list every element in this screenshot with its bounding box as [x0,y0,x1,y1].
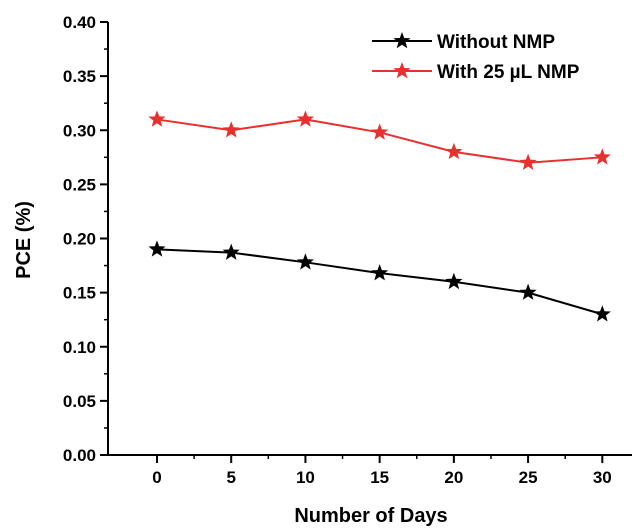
data-point-star [593,305,611,322]
x-tick-label: 10 [296,468,315,487]
data-point-star [296,253,314,270]
series-0 [148,240,611,322]
data-point-star [519,283,537,300]
x-tick-label: 0 [152,468,161,487]
legend: Without NMP With 25 µL NMP [372,32,580,83]
plot-area [107,22,632,456]
y-axis-ticks: 0.00 0.05 0.10 0.15 0.20 0.25 0.30 0.35 0.40 [63,13,108,465]
series-1 [148,110,611,171]
x-axis-title: Number of Days [294,505,447,527]
x-tick-label: 15 [370,468,389,487]
x-tick-label: 30 [593,468,612,487]
series-line [156,248,603,316]
legend-star-icon [393,62,411,79]
data-series [148,110,611,322]
y-tick-label: 0.05 [63,392,96,411]
data-point-star [222,121,240,138]
y-axis-title: PCE (%) [13,201,35,279]
y-tick-label: 0.30 [63,121,96,140]
data-point-star [593,148,611,165]
y-tick-label: 0.40 [63,13,96,32]
data-point-star [371,123,389,140]
data-point-star [519,153,537,171]
legend-star-icon [393,32,411,49]
x-tick-label: 20 [444,468,463,487]
y-tick-label: 0.00 [63,446,96,465]
y-tick-label: 0.25 [63,175,96,194]
x-tick-label: 5 [226,468,235,487]
data-point-star [148,110,166,127]
data-point-star [371,264,389,281]
y-tick-label: 0.20 [63,230,96,249]
y-tick-label: 0.15 [63,284,96,303]
y-tick-label: 0.10 [63,338,96,357]
data-point-star [445,142,463,160]
data-point-star [445,272,463,290]
data-point-star [148,240,166,257]
legend-label: With 25 µL NMP [437,62,580,83]
y-tick-label: 0.35 [63,67,96,86]
data-point-star [296,110,314,127]
data-point-star [222,243,240,260]
x-axis-ticks: 0 5 10 15 20 25 30 [152,455,612,487]
x-tick-label: 25 [519,468,538,487]
legend-label: Without NMP [437,32,555,53]
